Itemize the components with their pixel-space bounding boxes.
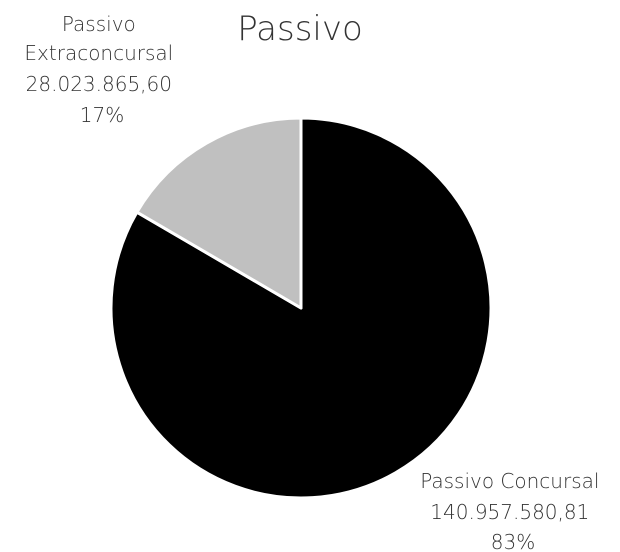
slice-label-extraconcursal-name-line2: Extraconcursal	[24, 41, 173, 65]
slice-label-concursal: Passivo Concursal 140.957.580,81 83%	[420, 469, 606, 552]
pie-slices	[109, 116, 493, 500]
slice-label-extraconcursal-percent: 17%	[80, 103, 124, 127]
chart-title: Passivo	[237, 9, 363, 49]
slice-label-concursal-name: Passivo Concursal	[420, 469, 599, 493]
slice-label-extraconcursal-name-line1: Passivo	[62, 12, 136, 36]
pie-slice-passivo-extraconcursal	[135, 116, 303, 310]
slice-label-extraconcursal-value: 28.023.865,60	[26, 72, 172, 96]
slice-label-extraconcursal: Passivo Extraconcursal 28.023.865,60 17%	[24, 12, 179, 127]
slice-label-concursal-value: 140.957.580,81	[430, 500, 589, 524]
slice-label-concursal-percent: 83%	[491, 530, 535, 552]
